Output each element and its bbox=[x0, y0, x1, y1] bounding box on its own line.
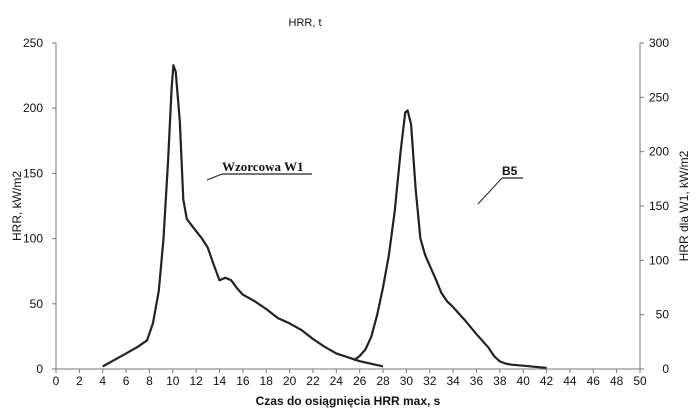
x-tick-label: 12 bbox=[189, 374, 203, 388]
x-tick-label: 22 bbox=[306, 374, 320, 388]
x-ticks: 0 2 4 6 8 10 12 14 16 18 20 22 24 26 28 30 32 34 36 38 40 42 4… bbox=[53, 369, 647, 388]
right-y-tick-label: 0 bbox=[662, 362, 669, 376]
right-y-tick-label: 250 bbox=[649, 90, 669, 104]
right-y-tick-label: 50 bbox=[656, 308, 670, 322]
x-tick-label: 48 bbox=[610, 374, 624, 388]
x-tick-label: 38 bbox=[493, 374, 507, 388]
x-tick-label: 44 bbox=[563, 374, 577, 388]
x-tick-label: 8 bbox=[146, 374, 153, 388]
x-tick-label: 20 bbox=[283, 374, 297, 388]
left-y-tick-label: 150 bbox=[23, 166, 43, 180]
x-tick-label: 16 bbox=[236, 374, 250, 388]
x-tick-label: 32 bbox=[423, 374, 437, 388]
left-y-tick-label: 250 bbox=[23, 36, 43, 50]
left-y-tick-label: 50 bbox=[30, 297, 44, 311]
right-y-tick-label: 200 bbox=[649, 145, 669, 159]
x-tick-label: 34 bbox=[446, 374, 460, 388]
right-y-tick-label: 100 bbox=[649, 253, 669, 267]
x-tick-label: 50 bbox=[633, 374, 647, 388]
series-layer bbox=[102, 64, 547, 369]
annotation-wzorcowa-w1: Wzorcowa W1 bbox=[222, 159, 303, 174]
x-tick-label: 30 bbox=[400, 374, 414, 388]
annotation-layer: Wzorcowa W1 B5 bbox=[206, 159, 523, 205]
series-line-wzorcowa-w1 bbox=[102, 64, 384, 368]
left-y-tick-label: 100 bbox=[23, 232, 43, 246]
x-tick-label: 4 bbox=[99, 374, 106, 388]
right-y-tick-label: 300 bbox=[649, 36, 669, 50]
right-y-tick-label: 150 bbox=[649, 199, 669, 213]
x-tick-label: 26 bbox=[353, 374, 367, 388]
left-y-tick-label: 0 bbox=[36, 362, 43, 376]
x-tick-label: 46 bbox=[587, 374, 601, 388]
x-tick-label: 40 bbox=[517, 374, 531, 388]
left-axis-label: HRR, kW/m2 bbox=[10, 171, 24, 241]
x-tick-label: 42 bbox=[540, 374, 554, 388]
series-line-b5 bbox=[353, 109, 547, 369]
x-tick-label: 36 bbox=[470, 374, 484, 388]
x-tick-label: 24 bbox=[330, 374, 344, 388]
x-tick-label: 6 bbox=[123, 374, 130, 388]
x-tick-label: 28 bbox=[376, 374, 390, 388]
x-tick-label: 0 bbox=[53, 374, 60, 388]
x-tick-label: 2 bbox=[76, 374, 83, 388]
x-axis-label: Czas do osiągnięcia HRR max, s bbox=[256, 394, 441, 408]
annotation-b5: B5 bbox=[502, 164, 518, 178]
chart-title: HRR, t bbox=[289, 17, 322, 29]
right-y-ticks: 0 50 100 150 200 250 300 bbox=[640, 36, 669, 376]
left-y-ticks: 0 50 100 150 200 250 bbox=[23, 36, 56, 376]
right-axis-label: HRR dla W1, kW/m2 bbox=[677, 150, 691, 261]
left-y-tick-label: 200 bbox=[23, 101, 43, 115]
x-tick-label: 18 bbox=[260, 374, 274, 388]
annotation-wzorcowa-w1-leader bbox=[206, 173, 223, 181]
x-tick-label: 10 bbox=[166, 374, 180, 388]
x-tick-label: 14 bbox=[213, 374, 227, 388]
annotation-b5-leader bbox=[477, 177, 503, 205]
